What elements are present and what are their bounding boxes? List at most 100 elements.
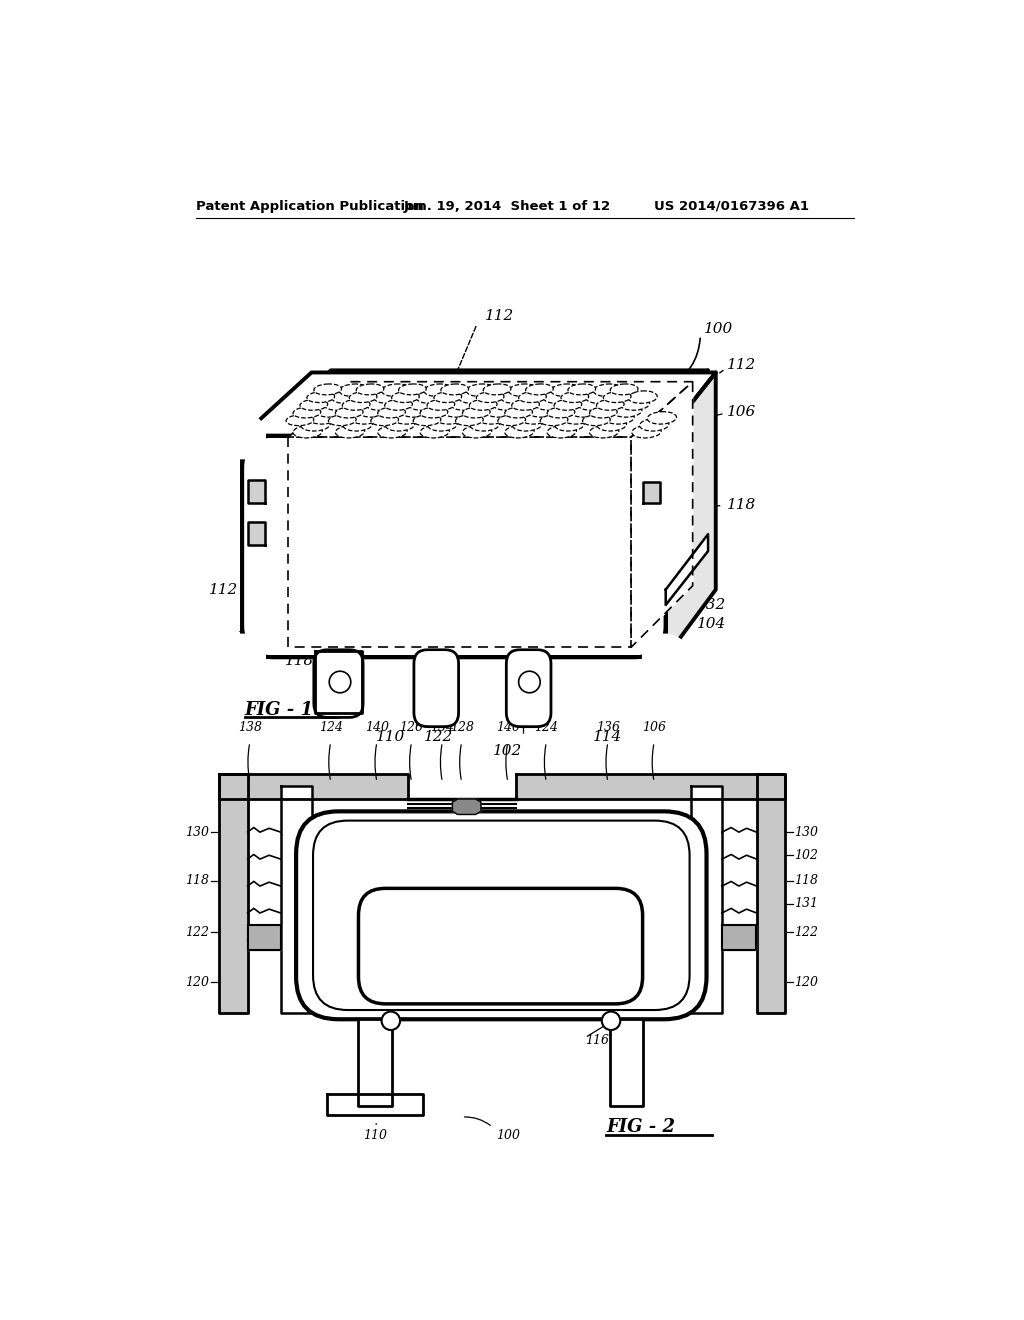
Ellipse shape: [343, 418, 373, 432]
Ellipse shape: [332, 391, 360, 404]
Ellipse shape: [424, 384, 454, 396]
Polygon shape: [265, 370, 708, 432]
FancyBboxPatch shape: [296, 812, 707, 1019]
Polygon shape: [666, 372, 716, 657]
Text: 102: 102: [795, 849, 818, 862]
Polygon shape: [219, 775, 408, 799]
Circle shape: [643, 635, 689, 681]
Ellipse shape: [336, 425, 365, 438]
Text: 104: 104: [696, 618, 726, 631]
Text: 100: 100: [705, 322, 733, 337]
Text: 100: 100: [497, 1129, 520, 1142]
Text: 118: 118: [286, 655, 314, 668]
Ellipse shape: [596, 400, 624, 411]
Ellipse shape: [586, 391, 614, 404]
Ellipse shape: [520, 412, 550, 424]
Ellipse shape: [621, 397, 649, 411]
Text: 112: 112: [209, 582, 239, 597]
Text: Patent Application Publication: Patent Application Publication: [196, 199, 424, 213]
Polygon shape: [515, 775, 785, 799]
Ellipse shape: [400, 405, 430, 417]
Text: 106: 106: [642, 721, 667, 734]
Text: 114: 114: [593, 730, 623, 743]
Ellipse shape: [590, 425, 618, 438]
Ellipse shape: [385, 400, 413, 411]
Ellipse shape: [547, 425, 577, 438]
Ellipse shape: [590, 407, 617, 418]
Ellipse shape: [435, 412, 465, 424]
Text: 118: 118: [727, 498, 757, 512]
Text: 131: 131: [795, 898, 818, 911]
Ellipse shape: [293, 407, 321, 418]
Ellipse shape: [286, 414, 313, 425]
Ellipse shape: [434, 392, 462, 403]
Text: 140: 140: [496, 721, 520, 734]
Ellipse shape: [463, 425, 492, 438]
Text: 124: 124: [535, 721, 558, 734]
Text: 102: 102: [494, 743, 522, 758]
Ellipse shape: [329, 414, 356, 425]
Circle shape: [518, 671, 541, 693]
Text: 120: 120: [185, 975, 209, 989]
Polygon shape: [243, 436, 666, 657]
Ellipse shape: [485, 405, 515, 417]
Ellipse shape: [570, 405, 599, 417]
Circle shape: [219, 635, 265, 681]
Polygon shape: [315, 651, 361, 713]
Text: 136: 136: [596, 721, 620, 734]
Ellipse shape: [308, 412, 338, 424]
Text: 112: 112: [484, 309, 514, 323]
Ellipse shape: [456, 414, 483, 425]
Polygon shape: [289, 437, 631, 647]
Text: 108: 108: [485, 939, 515, 952]
Ellipse shape: [420, 407, 447, 418]
Ellipse shape: [544, 391, 572, 404]
Ellipse shape: [420, 425, 450, 438]
FancyBboxPatch shape: [414, 649, 459, 726]
Ellipse shape: [509, 384, 538, 396]
Ellipse shape: [385, 418, 415, 432]
Ellipse shape: [324, 397, 353, 411]
Polygon shape: [358, 1019, 392, 1106]
Ellipse shape: [536, 397, 565, 411]
Text: Jun. 19, 2014  Sheet 1 of 12: Jun. 19, 2014 Sheet 1 of 12: [403, 199, 611, 213]
Polygon shape: [289, 381, 692, 437]
Ellipse shape: [463, 407, 490, 418]
FancyBboxPatch shape: [243, 436, 666, 657]
Ellipse shape: [393, 412, 422, 424]
Ellipse shape: [547, 407, 574, 418]
Ellipse shape: [578, 397, 607, 411]
Ellipse shape: [342, 400, 370, 411]
Ellipse shape: [605, 412, 634, 424]
Ellipse shape: [612, 405, 642, 417]
Ellipse shape: [469, 400, 497, 411]
Text: 122: 122: [424, 730, 454, 743]
Text: 118: 118: [795, 874, 818, 887]
Ellipse shape: [466, 384, 496, 396]
Polygon shape: [643, 482, 660, 503]
Polygon shape: [631, 381, 692, 647]
Text: US 2014/0167396 A1: US 2014/0167396 A1: [654, 199, 809, 213]
Polygon shape: [281, 785, 311, 1014]
Text: 122: 122: [795, 925, 818, 939]
Ellipse shape: [301, 418, 330, 432]
Ellipse shape: [561, 392, 589, 403]
Polygon shape: [666, 535, 708, 605]
Ellipse shape: [519, 392, 547, 403]
Ellipse shape: [443, 405, 472, 417]
Ellipse shape: [498, 414, 525, 425]
Ellipse shape: [413, 414, 441, 425]
Text: 122: 122: [185, 925, 209, 939]
Circle shape: [602, 1011, 621, 1030]
Polygon shape: [265, 432, 643, 644]
Ellipse shape: [409, 397, 438, 411]
Ellipse shape: [628, 391, 657, 404]
Text: 130: 130: [185, 825, 209, 838]
Ellipse shape: [512, 400, 540, 411]
Ellipse shape: [541, 414, 568, 425]
Ellipse shape: [555, 418, 584, 432]
Ellipse shape: [382, 384, 411, 396]
Ellipse shape: [494, 397, 522, 411]
Ellipse shape: [378, 407, 406, 418]
Text: 138: 138: [238, 721, 262, 734]
